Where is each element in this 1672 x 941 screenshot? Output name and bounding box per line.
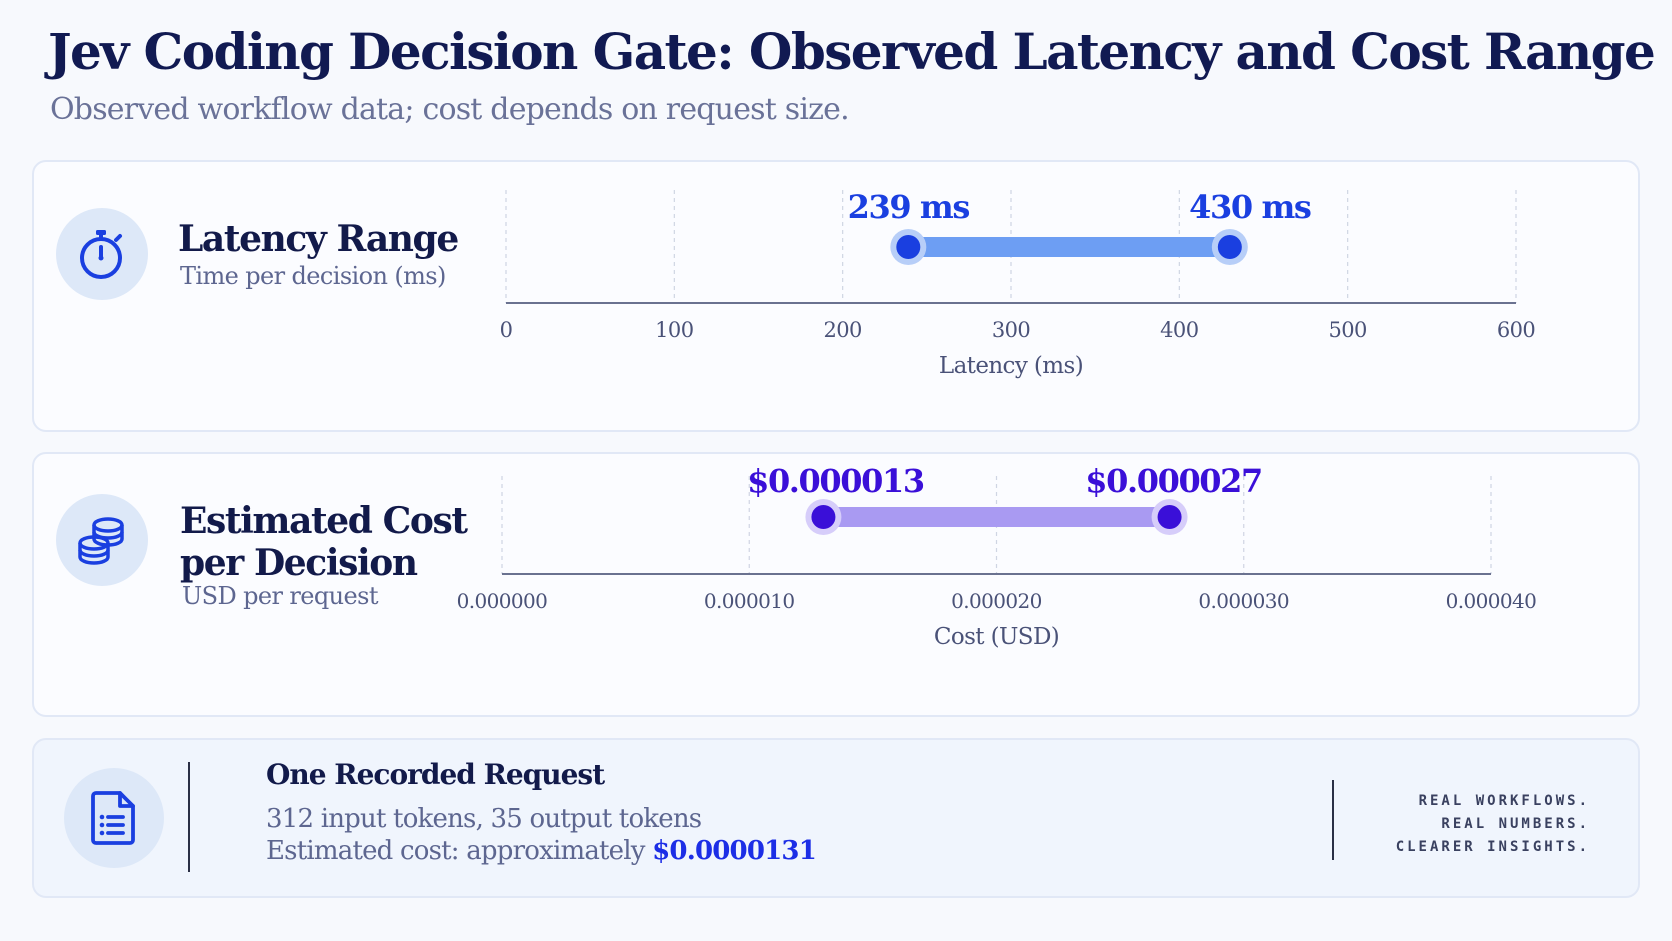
cost-card: Estimated Cost per Decision USD per requ… bbox=[32, 452, 1640, 717]
coin-stack-icon bbox=[56, 494, 148, 586]
latency-subtitle: Time per decision (ms) bbox=[180, 262, 446, 290]
tick-label: 0 bbox=[500, 318, 513, 342]
cost-subtitle: USD per request bbox=[182, 582, 378, 610]
stopwatch-icon bbox=[56, 208, 148, 300]
cost-range-chart: 0.000000 0.000010 0.000020 0.000030 0.000040… bbox=[457, 468, 1537, 650]
tick-label: 300 bbox=[992, 318, 1030, 342]
range-min-label: 239 ms bbox=[848, 188, 970, 226]
latency-title: Latency Range bbox=[178, 218, 459, 260]
range-max-point bbox=[1217, 235, 1242, 259]
page-title: Jev Coding Decision Gate: Observed Laten… bbox=[48, 22, 1656, 81]
range-min-label: $0.000013 bbox=[747, 468, 924, 500]
tick-label: 0.000030 bbox=[1198, 589, 1289, 613]
range-max-point bbox=[1157, 505, 1182, 529]
tick-label: 400 bbox=[1160, 318, 1198, 342]
tick-label: 0.000020 bbox=[951, 589, 1042, 613]
page-subtitle: Observed workflow data; cost depends on … bbox=[50, 92, 850, 127]
x-axis-title: Latency (ms) bbox=[939, 353, 1083, 379]
tick-label: 600 bbox=[1497, 318, 1535, 342]
cost-title-line2: per Decision bbox=[180, 542, 418, 584]
tick-label: 100 bbox=[655, 318, 693, 342]
tagline-line-1: REAL WORKFLOWS. bbox=[1418, 793, 1590, 809]
tick-label: 0.000040 bbox=[1446, 589, 1537, 613]
document-list-icon bbox=[64, 768, 164, 868]
range-min-point bbox=[811, 505, 836, 529]
request-cost-prefix: Estimated cost: approximately bbox=[266, 836, 653, 866]
cost-title-line1: Estimated Cost bbox=[180, 500, 468, 542]
range-max-label: $0.000027 bbox=[1085, 468, 1262, 500]
range-min-point bbox=[896, 235, 921, 259]
tick-label: 200 bbox=[824, 318, 862, 342]
range-max-label: 430 ms bbox=[1189, 188, 1311, 226]
divider-right bbox=[1332, 780, 1334, 860]
tagline: REAL WORKFLOWS. REAL NUMBERS. CLEARER IN… bbox=[1396, 790, 1590, 859]
x-axis-title: Cost (USD) bbox=[934, 624, 1059, 650]
request-tokens: 312 input tokens, 35 output tokens bbox=[266, 804, 702, 834]
cost-title: Estimated Cost per Decision bbox=[180, 500, 468, 584]
request-cost-line: Estimated cost: approximately $0.0000131 bbox=[266, 836, 817, 866]
latency-card: Latency Range Time per decision (ms) 0 10… bbox=[32, 160, 1640, 432]
request-cost-value: $0.0000131 bbox=[652, 836, 817, 866]
tick-label: 500 bbox=[1329, 318, 1367, 342]
tick-label: 0.000000 bbox=[457, 589, 548, 613]
request-card: One Recorded Request 312 input tokens, 3… bbox=[32, 738, 1640, 898]
tagline-line-3: CLEARER INSIGHTS. bbox=[1395, 839, 1590, 855]
latency-range-chart: 0 100 200 300 400 500 600 Latency (ms) 239 ms 430… bbox=[500, 188, 1536, 379]
tick-label: 0.000010 bbox=[704, 589, 795, 613]
divider-left bbox=[188, 762, 190, 872]
tagline-line-2: REAL NUMBERS. bbox=[1441, 816, 1590, 832]
request-title: One Recorded Request bbox=[266, 758, 605, 791]
